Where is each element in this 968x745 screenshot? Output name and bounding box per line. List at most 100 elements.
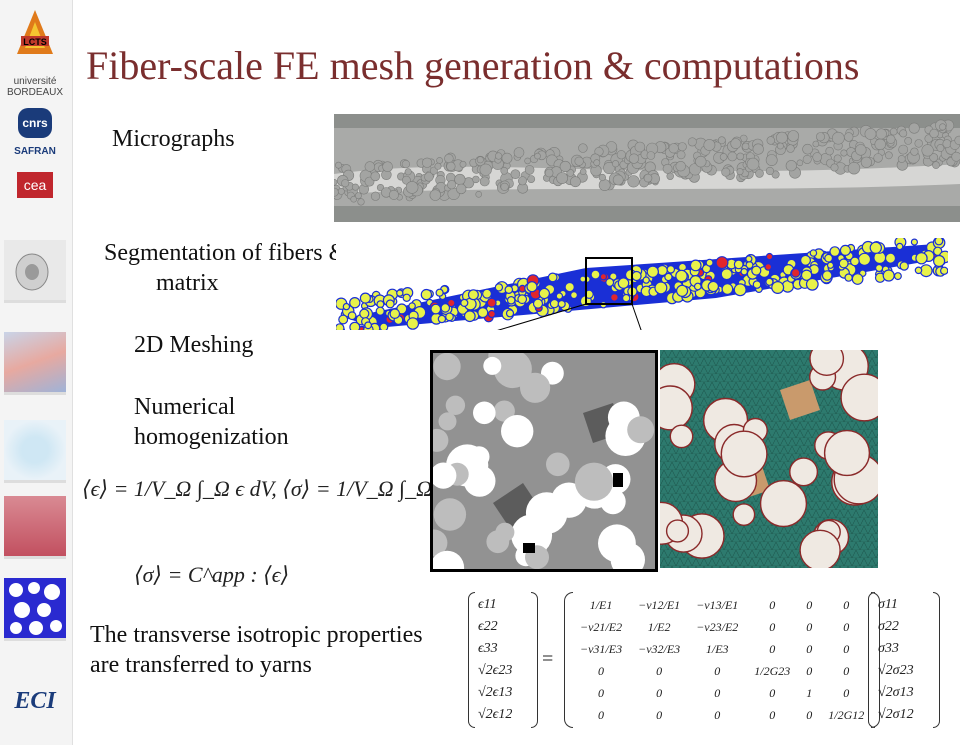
engine-thumbnail <box>4 240 66 303</box>
fiber-circle <box>733 259 744 270</box>
matrix-cell: 1/E1 <box>589 597 613 612</box>
fiber-circle <box>574 462 614 501</box>
fiber-circle <box>809 249 818 257</box>
fiber-circle <box>932 161 940 169</box>
strain-entry: ϵ22 <box>478 619 498 634</box>
matrix-cell: 0 <box>843 663 850 678</box>
fiber-circle <box>408 302 416 310</box>
fiber-circle <box>477 307 489 319</box>
fiber-circle <box>775 131 788 144</box>
conclusion-text: The transverse isotropic properties are … <box>90 620 423 680</box>
fiber-circle <box>570 291 579 300</box>
fiber-circle <box>460 298 469 308</box>
fiber-circle <box>351 183 359 191</box>
fiber-circle <box>844 132 854 142</box>
fiber-circle <box>430 303 442 315</box>
fiber-circle <box>951 151 960 162</box>
fiber-circle <box>590 269 601 280</box>
fiber-circle <box>860 156 873 168</box>
fiber-circle <box>703 139 716 151</box>
fiber-circle <box>487 309 496 319</box>
fiber-circle <box>532 298 544 309</box>
fiber-circle <box>802 143 813 155</box>
fiber-circle <box>347 311 357 321</box>
fiber-circle <box>520 372 551 403</box>
fiber-circle <box>766 136 775 145</box>
matrix-cell: 0 <box>714 707 721 722</box>
bordeaux-logo: université BORDEAUX <box>6 76 64 98</box>
fiber-circle <box>821 270 833 281</box>
micrograph-image <box>334 114 960 222</box>
fiber-circle <box>695 155 707 168</box>
fiber-circle <box>765 166 775 176</box>
matrix-row: 0 0 0 0 1 0 <box>572 682 872 704</box>
fiber-circle <box>666 172 674 180</box>
fiber-circle <box>434 162 442 170</box>
conclusion-line1: The transverse isotropic properties <box>90 622 423 648</box>
equals-sign: = <box>542 648 554 670</box>
fiber-circle <box>830 163 839 172</box>
fiber-circle <box>513 147 525 158</box>
fiber-circle <box>790 268 801 278</box>
fiber-circle <box>864 128 877 140</box>
fiber-circle <box>579 168 587 176</box>
fiber-circle <box>482 288 493 299</box>
fiber-circle <box>838 258 849 269</box>
fiber-circle <box>424 172 434 182</box>
fiber-circle <box>445 395 466 415</box>
fiber-circle <box>525 492 568 534</box>
fiber-circle <box>664 272 673 282</box>
fiber-circle <box>483 356 502 375</box>
fiber-circle <box>433 498 467 531</box>
fiber-circle <box>549 298 560 309</box>
fiber-circle <box>689 259 702 272</box>
fiber-circle <box>929 153 939 162</box>
fiber-circle <box>786 144 795 153</box>
fiber-circle <box>764 263 773 271</box>
fiber-circle <box>932 254 946 268</box>
fiber-circle <box>436 157 443 164</box>
fiber-circle <box>334 179 338 186</box>
fiber-circle <box>954 135 960 145</box>
fiber-circle <box>359 308 370 319</box>
fiber-circle <box>746 157 760 171</box>
fiber-circle <box>646 265 659 278</box>
fiber-circle <box>370 191 381 201</box>
fiber-circle <box>479 163 492 176</box>
fiber-circle <box>840 149 848 157</box>
fiber-circle <box>627 175 640 188</box>
fiber-circle <box>914 266 923 275</box>
fiber-circle <box>564 281 575 293</box>
fiber-circle <box>631 270 642 282</box>
fiber-circle <box>693 282 702 291</box>
fiber-circle <box>869 241 883 255</box>
fiber-circle <box>850 256 860 267</box>
matrix-cell: 1/2G12 <box>828 707 865 722</box>
fiber-circle <box>359 292 371 304</box>
fiber-circle <box>476 156 484 164</box>
fiber-circle <box>486 297 497 308</box>
fiber-circle <box>789 457 819 487</box>
matrix-cell: 0 <box>806 641 813 656</box>
fiber-circle <box>751 265 762 276</box>
stress-entry: √2σ23 <box>878 663 914 678</box>
fiber-circle <box>802 154 812 164</box>
fiber-circle <box>665 519 690 543</box>
fiber-circle <box>385 299 395 309</box>
stress-entry: σ22 <box>878 619 899 634</box>
fiber-circle <box>473 401 496 425</box>
fiber-circle <box>765 252 774 261</box>
strain-entry: √2ϵ23 <box>478 663 513 678</box>
fiber-circle <box>338 314 349 325</box>
strain-entry: √2ϵ13 <box>478 685 513 700</box>
fiber-circle <box>899 129 908 138</box>
fiber-circle <box>336 323 345 330</box>
fiber-circle <box>603 161 616 174</box>
fiber-circle <box>628 153 640 164</box>
safran-logo: SAFRAN <box>14 146 56 157</box>
fiber-circle <box>524 157 531 165</box>
fiber-circle <box>899 261 909 271</box>
fiber-circle <box>506 295 516 305</box>
fiber-circle <box>396 289 404 297</box>
fiber-circle <box>433 353 461 381</box>
